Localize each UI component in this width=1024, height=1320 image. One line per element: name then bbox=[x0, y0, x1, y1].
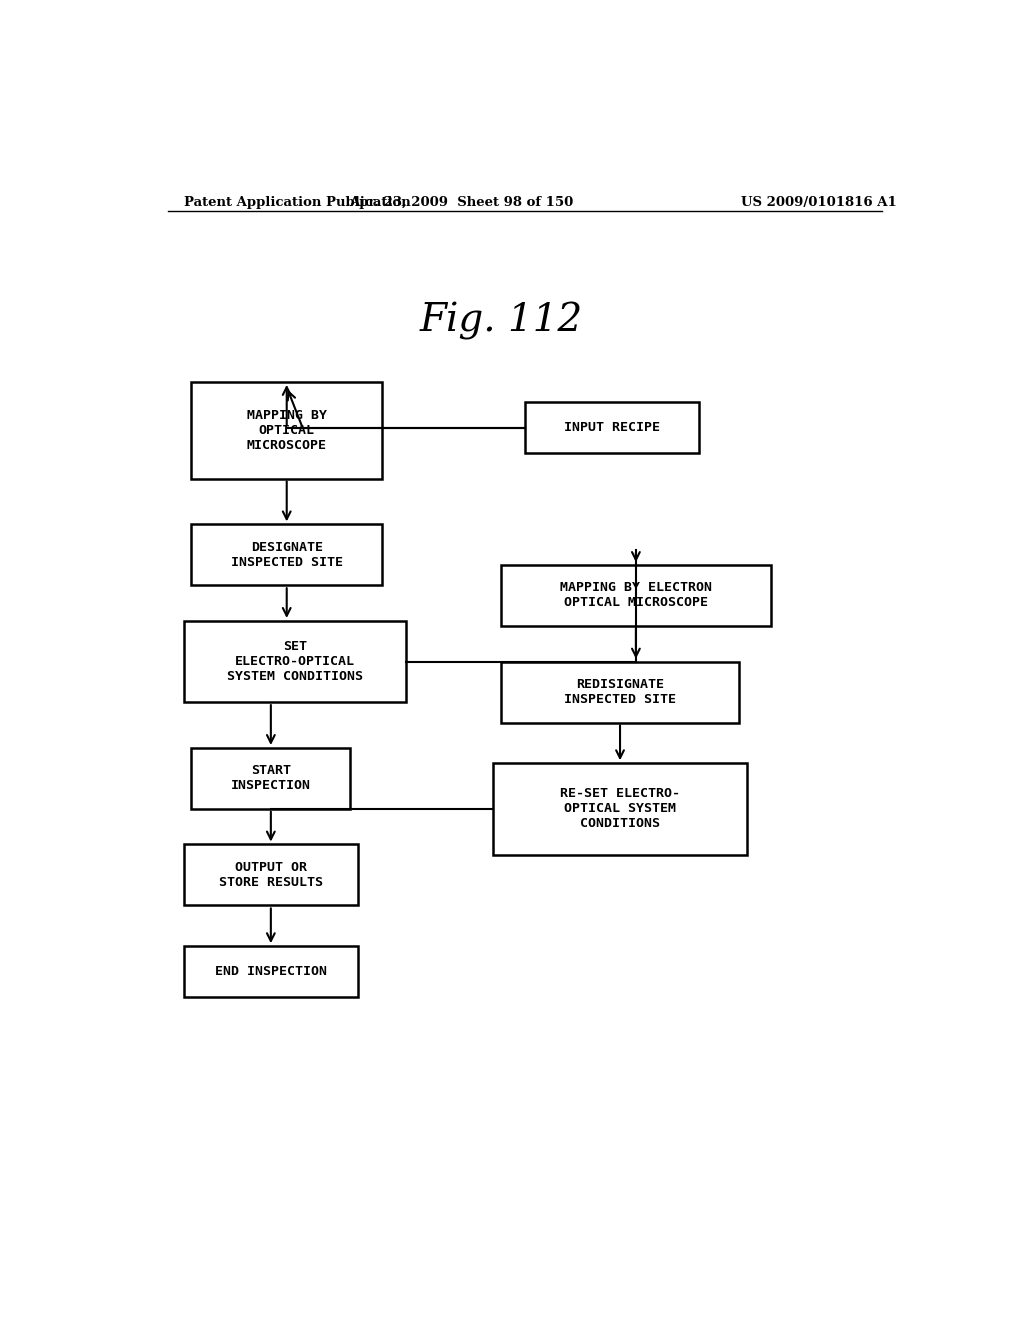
Text: START
INSPECTION: START INSPECTION bbox=[230, 764, 311, 792]
Text: END INSPECTION: END INSPECTION bbox=[215, 965, 327, 978]
FancyBboxPatch shape bbox=[183, 845, 358, 906]
Text: OUTPUT OR
STORE RESULTS: OUTPUT OR STORE RESULTS bbox=[219, 861, 323, 888]
Text: RE-SET ELECTRO-
OPTICAL SYSTEM
CONDITIONS: RE-SET ELECTRO- OPTICAL SYSTEM CONDITION… bbox=[560, 788, 680, 830]
FancyBboxPatch shape bbox=[183, 620, 406, 702]
Text: Apr. 23, 2009  Sheet 98 of 150: Apr. 23, 2009 Sheet 98 of 150 bbox=[349, 195, 573, 209]
Text: MAPPING BY
OPTICAL
MICROSCOPE: MAPPING BY OPTICAL MICROSCOPE bbox=[247, 409, 327, 451]
Text: DESIGNATE
INSPECTED SITE: DESIGNATE INSPECTED SITE bbox=[230, 541, 343, 569]
Text: Fig. 112: Fig. 112 bbox=[420, 302, 583, 341]
FancyBboxPatch shape bbox=[501, 565, 771, 626]
FancyBboxPatch shape bbox=[191, 524, 382, 585]
Text: SET
ELECTRO-OPTICAL
SYSTEM CONDITIONS: SET ELECTRO-OPTICAL SYSTEM CONDITIONS bbox=[226, 640, 362, 682]
FancyBboxPatch shape bbox=[191, 381, 382, 479]
Text: Patent Application Publication: Patent Application Publication bbox=[183, 195, 411, 209]
FancyBboxPatch shape bbox=[501, 661, 739, 722]
FancyBboxPatch shape bbox=[494, 763, 748, 854]
FancyBboxPatch shape bbox=[524, 403, 699, 453]
Text: MAPPING BY ELECTRON
OPTICAL MICROSCOPE: MAPPING BY ELECTRON OPTICAL MICROSCOPE bbox=[560, 581, 712, 610]
FancyBboxPatch shape bbox=[191, 748, 350, 809]
FancyBboxPatch shape bbox=[183, 946, 358, 997]
Text: US 2009/0101816 A1: US 2009/0101816 A1 bbox=[740, 195, 896, 209]
Text: INPUT RECIPE: INPUT RECIPE bbox=[564, 421, 660, 434]
Text: REDISIGNATE
INSPECTED SITE: REDISIGNATE INSPECTED SITE bbox=[564, 678, 676, 706]
